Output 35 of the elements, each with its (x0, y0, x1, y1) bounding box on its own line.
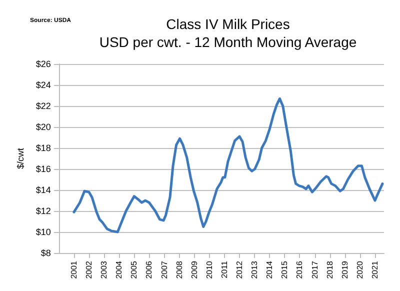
x-tick-label: 2008 (174, 260, 184, 279)
line-series (72, 97, 384, 234)
y-tick-label: $8 (40, 248, 51, 258)
y-tick-label: $16 (36, 164, 51, 174)
x-tick-label: 2016 (295, 260, 304, 279)
y-tick-label: $24 (36, 80, 51, 90)
x-tick-label: 2002 (84, 260, 94, 279)
x-tick-label: 2005 (130, 260, 139, 279)
x-tick-label: 2020 (355, 260, 364, 279)
y-axis-title: $/cwt (16, 148, 26, 170)
x-tick-label: 2013 (250, 260, 260, 279)
x-tick-label: 2018 (325, 260, 334, 279)
x-tick-label: 2017 (310, 260, 320, 279)
y-tick-label: $18 (36, 143, 51, 153)
x-tick-label: 2009 (190, 260, 199, 279)
x-tick-label: 2015 (280, 260, 290, 279)
x-tick-label: 2021 (370, 260, 380, 279)
x-tick-label: 2004 (114, 260, 124, 279)
x-tick-label: 2007 (160, 260, 169, 279)
chart-subtitle: USD per cwt. - 12 Month Moving Average (99, 34, 357, 50)
x-tick-label: 2012 (235, 260, 244, 279)
x-tick-label: 2001 (69, 260, 78, 279)
x-tick-label: 2010 (204, 260, 214, 279)
chart-title: Class IV Milk Prices (166, 16, 290, 32)
y-tick-label: $26 (36, 59, 51, 69)
y-tick-label: $20 (36, 122, 51, 132)
y-tick-label: $14 (36, 185, 51, 195)
y-tick-label: $22 (36, 101, 51, 111)
x-tick-label: 2011 (220, 260, 229, 278)
y-tick-label: $10 (36, 227, 51, 237)
y-tick-label: $12 (36, 206, 51, 216)
x-tick-label: 2014 (265, 260, 274, 279)
x-tick-label: 2003 (100, 260, 109, 279)
x-tick-label: 2006 (144, 260, 154, 279)
x-tick-label: 2019 (340, 260, 350, 279)
